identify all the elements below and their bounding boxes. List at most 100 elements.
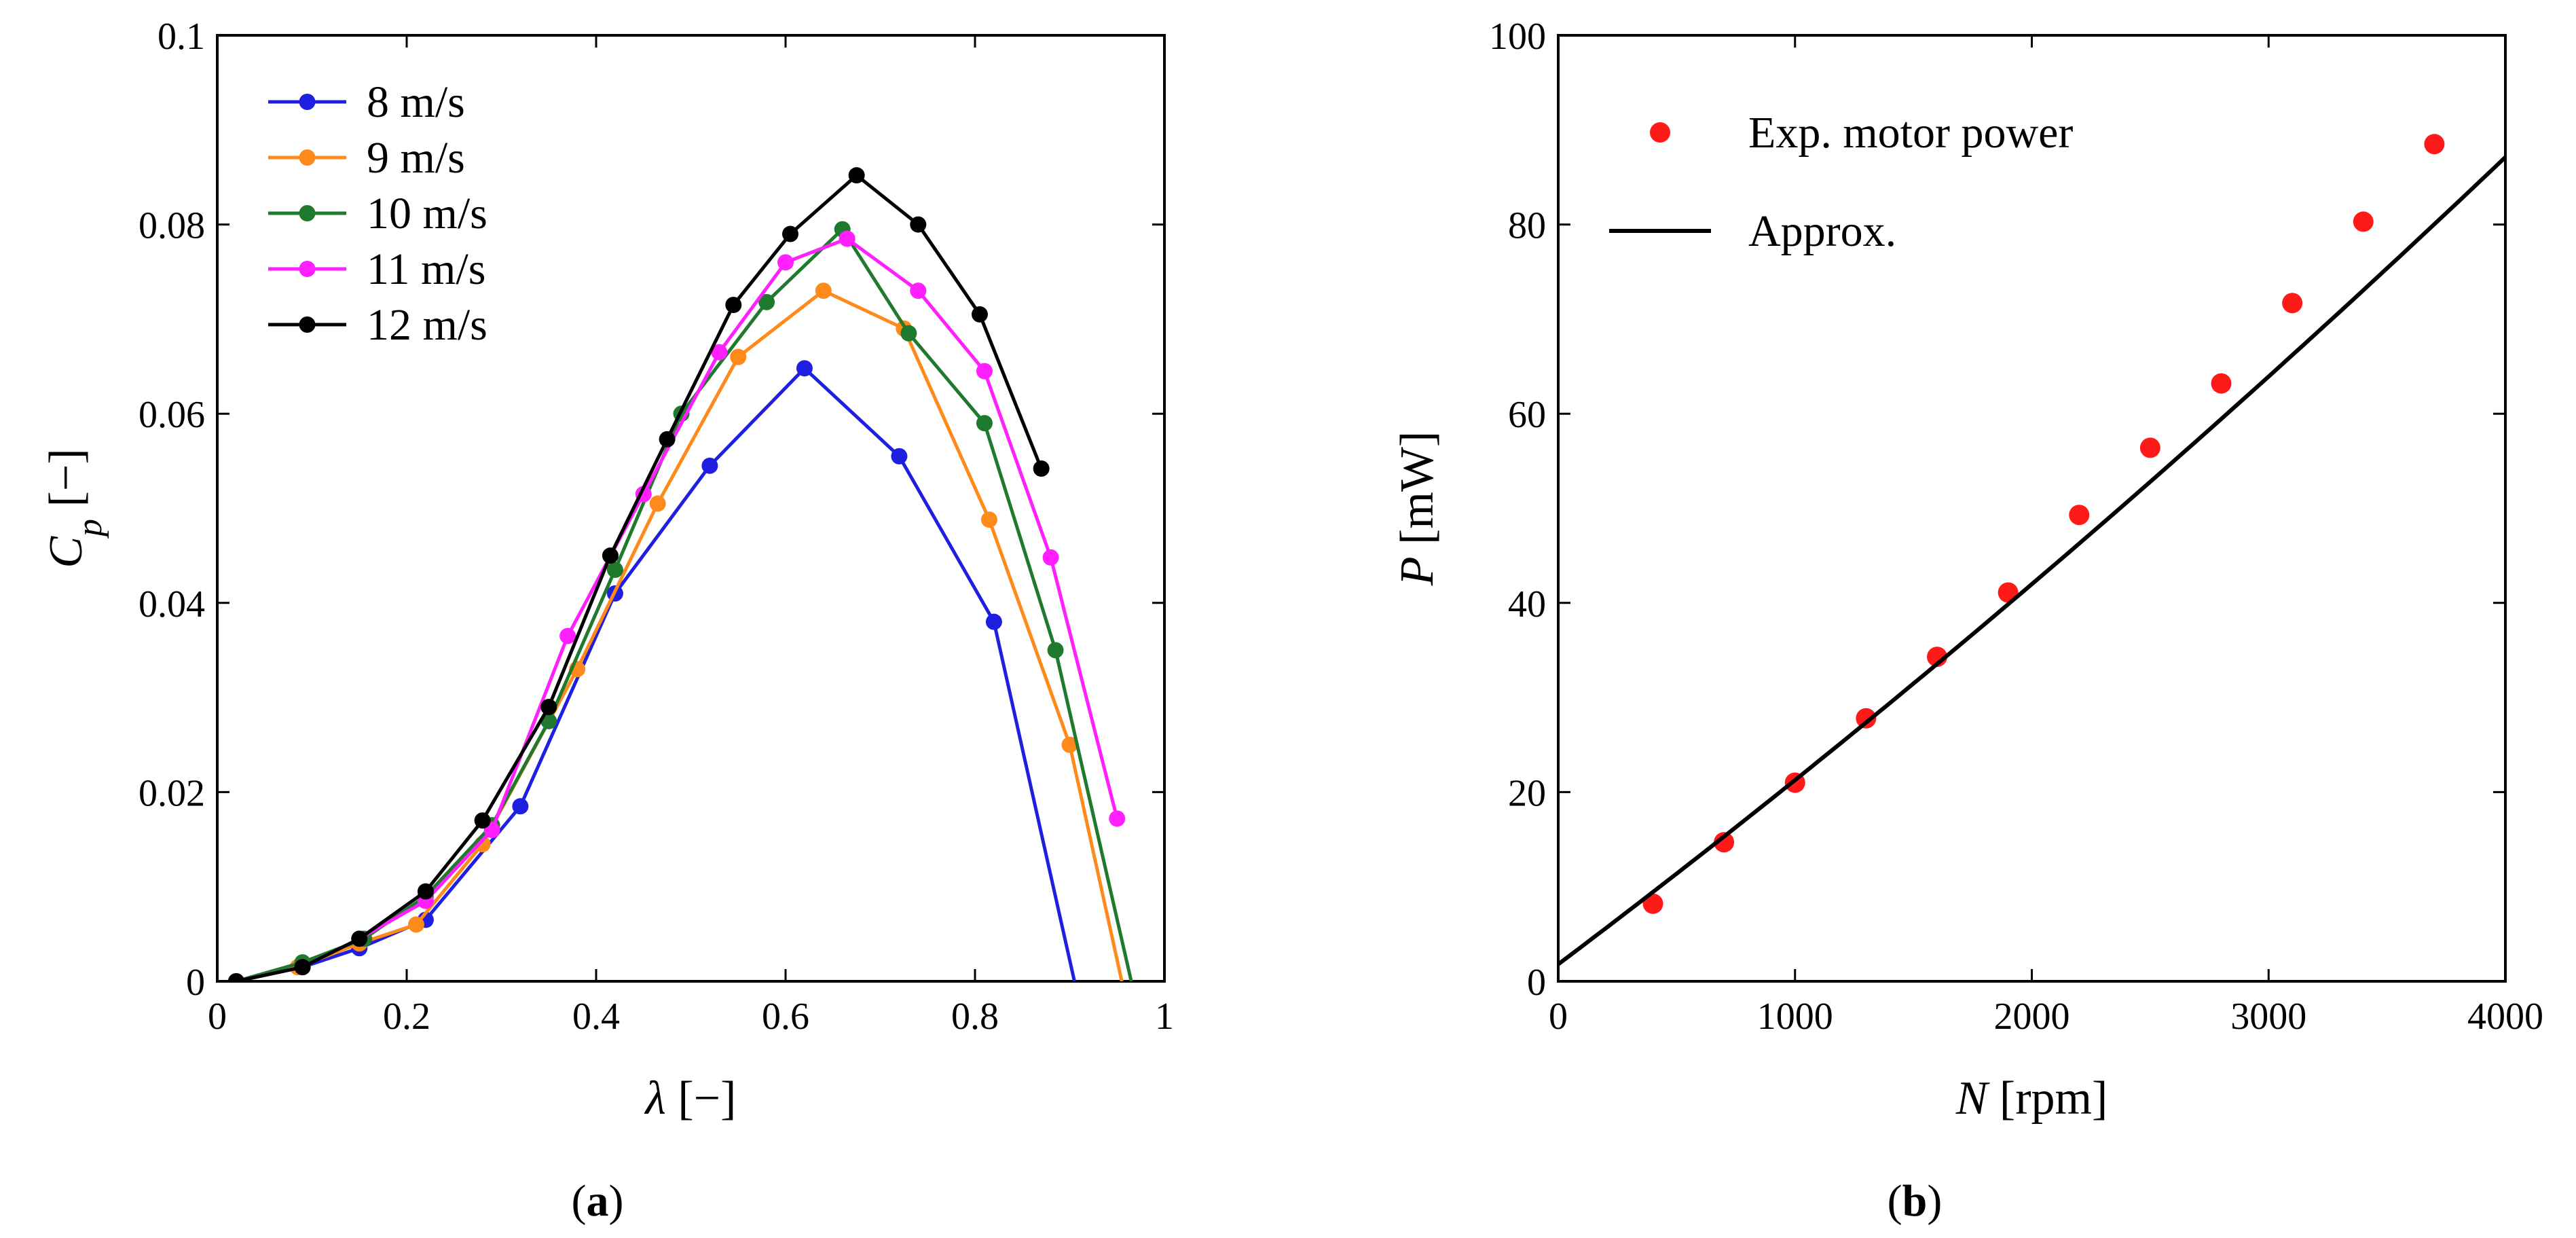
x-tick-label: 0.6 bbox=[762, 996, 809, 1038]
data-point bbox=[777, 254, 794, 271]
data-point bbox=[1642, 893, 1663, 914]
data-point bbox=[407, 916, 424, 933]
y-tick-label: 60 bbox=[1508, 394, 1546, 436]
legend-marker bbox=[299, 205, 316, 221]
data-point bbox=[512, 798, 529, 815]
y-tick-label: 0.08 bbox=[139, 205, 205, 247]
chart-a: 0 0.2 0.4 0.6 0.8 100.020.040.060.080.1λ [−]C… bbox=[40, 16, 1174, 1226]
chart-b: 0 1000 2000 3000 4000 0 20 40 60 80 100 N [rpm] P [m… bbox=[1391, 16, 2543, 1226]
legend-item: 8 m/s bbox=[268, 77, 465, 127]
y-tick-label: 20 bbox=[1508, 772, 1546, 814]
x-tick-label: 0.4 bbox=[572, 996, 620, 1038]
series-12-m-s bbox=[227, 167, 1050, 981]
series-approx- bbox=[1558, 156, 2505, 966]
x-axis-label: N [rpm] bbox=[1955, 1072, 2108, 1125]
data-layer bbox=[227, 167, 1133, 981]
data-point bbox=[758, 293, 775, 310]
legend-marker bbox=[299, 316, 316, 333]
x-tick-label: 0 bbox=[1549, 996, 1568, 1038]
data-point bbox=[839, 230, 855, 247]
legend-marker bbox=[1650, 122, 1670, 143]
y-tick-label: 100 bbox=[1489, 16, 1546, 58]
data-point bbox=[351, 930, 368, 947]
panel-label-close: ) bbox=[609, 1176, 624, 1226]
y-axis-unit: [mW] bbox=[1391, 431, 1443, 557]
data-point bbox=[540, 699, 557, 716]
y-tick-label: 0.04 bbox=[139, 583, 205, 625]
x-tick-label: 4000 bbox=[2467, 996, 2543, 1038]
x-tick-label: 0.2 bbox=[383, 996, 430, 1038]
legend-marker bbox=[299, 149, 316, 166]
data-point bbox=[1042, 549, 1059, 566]
y-axis-symbol: C bbox=[40, 536, 92, 568]
data-point bbox=[1714, 832, 1735, 853]
y-tick-label: 0.06 bbox=[139, 394, 205, 436]
x-tick-label: 3000 bbox=[2230, 996, 2306, 1038]
y-axis-label: P [mW] bbox=[1391, 431, 1443, 586]
data-point bbox=[796, 360, 813, 377]
y-tick-label: 0 bbox=[186, 962, 205, 1004]
x-tick-label: 1000 bbox=[1757, 996, 1833, 1038]
data-point bbox=[2424, 134, 2445, 155]
y-axis-subscript: p bbox=[71, 519, 109, 539]
panel-label-letter: a bbox=[587, 1176, 609, 1226]
data-point bbox=[815, 283, 832, 299]
legend-item: 10 m/s bbox=[268, 189, 487, 238]
data-point bbox=[559, 627, 576, 644]
series-line bbox=[236, 172, 1043, 981]
panel-label-letter: b bbox=[1902, 1176, 1928, 1226]
y-tick-label: 0.1 bbox=[158, 16, 205, 58]
data-point bbox=[2282, 293, 2303, 314]
panel-label-close: ) bbox=[1927, 1176, 1942, 1226]
x-axis-unit: [rpm] bbox=[1987, 1072, 2108, 1125]
data-point bbox=[2353, 211, 2374, 232]
legend: 8 m/s 9 m/s 10 m/s 11 m/s 12 m/s bbox=[268, 77, 487, 350]
panel-label-open: ( bbox=[572, 1176, 587, 1226]
data-point bbox=[980, 511, 997, 528]
x-axis-unit: [−] bbox=[666, 1072, 737, 1125]
data-point bbox=[2069, 505, 2090, 526]
y-tick-label: 0.02 bbox=[139, 772, 205, 814]
data-point bbox=[781, 225, 798, 242]
data-point bbox=[294, 959, 311, 976]
data-point bbox=[985, 613, 1002, 630]
data-point bbox=[1061, 736, 1078, 753]
legend-label: Exp. motor power bbox=[1748, 108, 2073, 158]
data-point bbox=[2211, 373, 2232, 394]
data-point bbox=[1033, 460, 1050, 477]
fit-line bbox=[1558, 156, 2505, 966]
legend-label: 12 m/s bbox=[367, 300, 487, 350]
data-point bbox=[730, 348, 747, 365]
legend-marker bbox=[299, 94, 316, 110]
data-point bbox=[910, 283, 927, 299]
y-axis-symbol: P bbox=[1391, 556, 1443, 586]
data-point bbox=[417, 883, 434, 900]
data-point bbox=[971, 306, 988, 323]
data-point bbox=[701, 457, 718, 474]
y-tick-label: 0 bbox=[1527, 962, 1546, 1004]
legend-item: 9 m/s bbox=[268, 133, 465, 183]
legend-marker bbox=[299, 261, 316, 277]
panel-label-open: ( bbox=[1888, 1176, 1902, 1226]
x-tick-label: 0 bbox=[208, 996, 227, 1038]
x-tick-label: 0.8 bbox=[951, 996, 999, 1038]
data-point bbox=[1109, 810, 1126, 827]
data-point bbox=[976, 363, 993, 380]
panel-label: (a) bbox=[572, 1176, 624, 1226]
x-axis-label: λ [−] bbox=[644, 1072, 737, 1125]
y-tick-label: 40 bbox=[1508, 583, 1546, 625]
data-point bbox=[910, 216, 927, 233]
data-point bbox=[2139, 437, 2160, 458]
legend-label: Approx. bbox=[1748, 206, 1896, 256]
legend-item: Exp. motor power bbox=[1650, 108, 2073, 158]
data-point bbox=[1047, 642, 1064, 659]
data-point bbox=[848, 167, 865, 184]
data-point bbox=[606, 562, 623, 579]
panel-label: (b) bbox=[1888, 1176, 1943, 1226]
legend-label: 9 m/s bbox=[367, 133, 465, 183]
data-point bbox=[649, 495, 666, 512]
data-point bbox=[1856, 708, 1877, 729]
y-axis-label: Cp [−] bbox=[40, 448, 109, 568]
